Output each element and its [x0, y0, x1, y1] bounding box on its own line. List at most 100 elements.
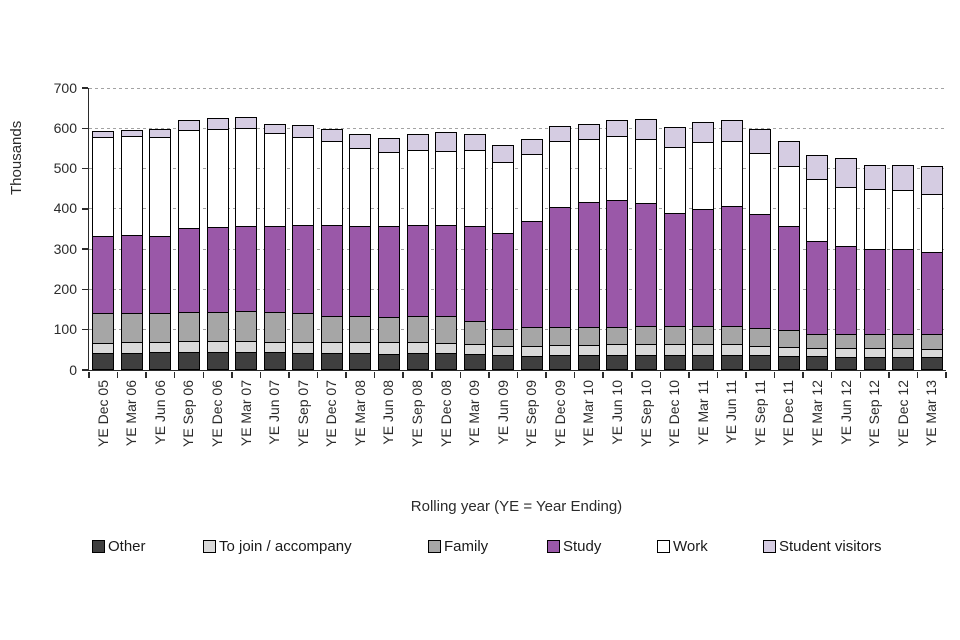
legend-swatch-icon	[92, 540, 105, 553]
bar-segment-other	[435, 352, 458, 370]
y-axis-tick	[82, 127, 88, 130]
x-tick-label: YE Mar 13	[923, 380, 940, 447]
x-tick-label: YE Jun 11	[723, 380, 740, 444]
bar-segment-student-visitors	[320, 129, 343, 143]
bar-segment-work	[577, 138, 600, 204]
y-tick-label: 200	[53, 280, 77, 297]
y-tick-label: 100	[53, 321, 77, 338]
x-axis-tick	[745, 371, 747, 378]
x-axis-tick	[145, 371, 147, 378]
bar-segment-student-visitors	[606, 119, 629, 138]
bar-segment-to-join-accompany	[635, 343, 658, 356]
x-axis-tick	[173, 371, 176, 378]
bar-segment-student-visitors	[492, 145, 515, 164]
bar-segment-work	[177, 129, 200, 230]
bar-segment-other	[292, 352, 315, 370]
bar-segment-study	[377, 225, 400, 318]
bar-segment-work	[492, 161, 515, 235]
legend-item-family: Family	[428, 538, 488, 555]
bar-segment-work	[120, 135, 143, 236]
x-axis-tick	[830, 371, 833, 378]
bar-segment-other	[377, 353, 400, 370]
y-axis-tick	[82, 167, 88, 170]
bar-segment-student-visitors	[292, 124, 315, 139]
bar-segment-study	[206, 226, 229, 313]
x-tick-label: YE Sep 09	[523, 380, 540, 447]
gridline-700	[89, 87, 946, 89]
bar-segment-work	[806, 178, 829, 242]
bar-segment-family	[149, 312, 172, 344]
bar-segment-study	[635, 202, 658, 328]
bar-segment-study	[463, 225, 486, 323]
bar-segment-to-join-accompany	[577, 344, 600, 356]
bar-segment-to-join-accompany	[435, 342, 458, 355]
bar-segment-work	[463, 149, 486, 227]
bar-segment-student-visitors	[806, 155, 829, 181]
x-axis-tick	[402, 371, 404, 378]
bar-segment-student-visitors	[663, 126, 686, 149]
bar-segment-other	[577, 354, 600, 370]
bar-segment-other	[920, 356, 943, 370]
bar-segment-other	[463, 353, 486, 370]
bar-segment-family	[806, 333, 829, 349]
bar-segment-family	[463, 320, 486, 346]
legend-item-to-join-accompany: To join / accompany	[203, 538, 352, 555]
bar-segment-study	[235, 225, 258, 313]
bar-segment-to-join-accompany	[263, 341, 286, 354]
y-axis-tick	[82, 328, 88, 331]
x-tick-label: YE Dec 05	[94, 380, 111, 447]
bar-segment-family	[692, 325, 715, 346]
x-axis-tick	[516, 371, 519, 378]
x-axis-tick	[431, 371, 433, 378]
bar-segment-student-visitors	[435, 132, 458, 152]
x-axis-tick	[316, 371, 319, 378]
bar-segment-student-visitors	[406, 134, 429, 151]
bar-segment-study	[806, 240, 829, 335]
bar-segment-student-visitors	[549, 126, 572, 142]
bar-segment-other	[235, 351, 258, 370]
bar-segment-student-visitors	[92, 130, 115, 139]
bar-segment-to-join-accompany	[320, 341, 343, 355]
bar-segment-other	[777, 355, 800, 370]
bar-segment-other	[120, 352, 143, 370]
x-tick-label: YE Mar 06	[123, 380, 140, 447]
bar-segment-work	[892, 189, 915, 251]
x-tick-label: YE Jun 12	[837, 380, 854, 445]
gridline-100	[89, 329, 946, 331]
x-axis-tick	[602, 371, 604, 378]
bar-segment-other	[663, 354, 686, 370]
x-tick-label: YE Dec 11	[780, 380, 797, 446]
x-tick-label: YE Mar 07	[237, 380, 254, 447]
bar-segment-study	[549, 206, 572, 329]
bar-segment-work	[377, 151, 400, 228]
bar-segment-family	[92, 312, 115, 344]
y-tick-label: 600	[53, 119, 77, 136]
bar-segment-study	[720, 205, 743, 328]
x-axis-tick	[716, 371, 719, 378]
bar-segment-to-join-accompany	[749, 345, 772, 357]
x-tick-label: YE Dec 06	[209, 380, 226, 447]
x-tick-label: YE Jun 10	[608, 380, 625, 445]
y-tick-label: 500	[53, 160, 77, 177]
bar-segment-to-join-accompany	[292, 341, 315, 354]
legend-item-other: Other	[92, 538, 146, 555]
bar-segment-work	[635, 138, 658, 205]
bar-segment-study	[120, 234, 143, 314]
bar-segment-work	[320, 140, 343, 226]
x-tick-label: YE Sep 07	[294, 380, 311, 447]
x-axis-tick	[116, 371, 119, 378]
bar-segment-study	[520, 220, 543, 329]
bar-segment-study	[292, 224, 315, 314]
bar-segment-to-join-accompany	[149, 341, 172, 354]
bar-segment-student-visitors	[577, 124, 600, 140]
bar-segment-student-visitors	[835, 158, 858, 188]
bar-segment-student-visitors	[263, 123, 286, 134]
bar-segment-family	[749, 327, 772, 348]
bar-segment-family	[177, 311, 200, 342]
x-tick-label: YE Dec 12	[894, 380, 911, 447]
x-tick-label: YE Dec 08	[437, 380, 454, 447]
bar-segment-work	[149, 136, 172, 237]
bar-segment-family	[320, 315, 343, 344]
bar-segment-student-visitors	[920, 166, 943, 196]
